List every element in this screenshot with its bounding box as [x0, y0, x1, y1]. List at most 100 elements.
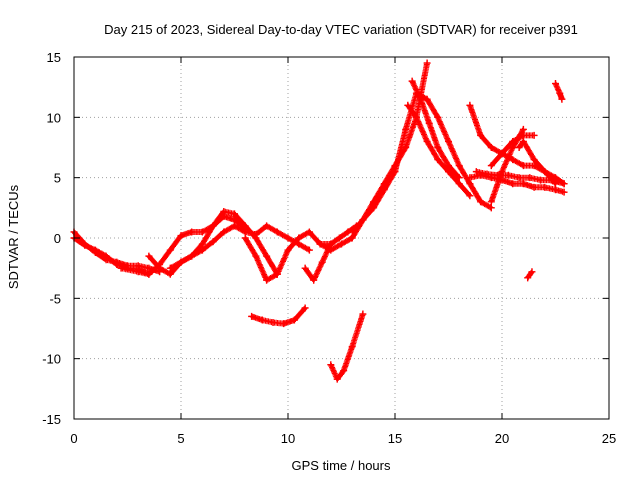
series-track-21 [552, 80, 566, 103]
data-point [425, 119, 433, 127]
data-point [327, 246, 335, 254]
data-point [519, 137, 527, 145]
y-axis-label: SDTVAR / TECUs [6, 184, 21, 289]
data-point [483, 170, 491, 178]
data-point [477, 198, 485, 206]
data-point [434, 144, 442, 151]
data-point [102, 252, 110, 260]
axis-ticks [73, 56, 610, 420]
data-point [231, 210, 238, 218]
data-point [556, 89, 564, 97]
data-point [231, 222, 238, 230]
data-point [519, 180, 527, 188]
x-tick-label: 15 [388, 431, 402, 446]
data-point [263, 252, 271, 260]
data-point [327, 361, 335, 369]
data-point [198, 240, 206, 248]
data-point [295, 234, 303, 242]
y-tick-label: 5 [54, 171, 61, 186]
y-tick-label: 0 [54, 231, 61, 246]
data-point [477, 131, 485, 139]
data-point [519, 162, 527, 170]
data-point [391, 168, 399, 176]
y-tick-label: -15 [42, 412, 61, 427]
data-point [273, 228, 281, 236]
data-point [552, 186, 559, 194]
data-point [241, 228, 249, 236]
series-track-20 [524, 268, 536, 282]
data-point [487, 162, 495, 170]
data-point [220, 207, 228, 215]
data-point [177, 258, 185, 266]
data-point [515, 144, 523, 151]
data-point [530, 131, 538, 139]
data-point [498, 150, 506, 158]
data-point [340, 367, 348, 375]
data-point [305, 228, 313, 236]
data-point [166, 264, 174, 272]
data-point [530, 183, 538, 191]
y-tick-label: -10 [42, 352, 61, 367]
data-point [327, 240, 335, 248]
data-point [423, 95, 431, 103]
data-point [198, 228, 206, 236]
data-point [466, 180, 474, 188]
data-point [552, 80, 559, 88]
data-point [434, 113, 442, 121]
series-track-7 [248, 304, 309, 328]
data-point [417, 95, 425, 103]
data-point [177, 232, 185, 240]
data-point [455, 162, 463, 170]
data-point [252, 252, 260, 260]
data-point [241, 234, 249, 242]
data-point [412, 113, 420, 121]
data-point [166, 270, 174, 278]
data-point [241, 222, 249, 230]
series-track-13 [408, 77, 463, 182]
y-tick-label: -5 [49, 291, 61, 306]
data-point [301, 264, 309, 272]
series-track-9 [327, 310, 367, 383]
data-point [284, 246, 292, 254]
data-point [335, 234, 343, 242]
data-point [333, 375, 341, 383]
data-point [402, 125, 410, 133]
data-point [81, 241, 89, 249]
series-track-11 [348, 89, 495, 236]
data-point [537, 176, 545, 184]
data-point [258, 316, 266, 324]
series-track-12 [404, 101, 474, 200]
x-tick-label: 20 [495, 431, 509, 446]
x-tick-label: 25 [602, 431, 616, 446]
data-point [509, 137, 517, 145]
data-point [188, 228, 196, 236]
data-point [472, 168, 480, 176]
data-point [487, 204, 495, 212]
data-point [498, 168, 506, 176]
data-point [284, 234, 292, 242]
data-point [530, 156, 538, 164]
data-point [466, 192, 474, 200]
data-point [316, 240, 324, 248]
data-point [504, 171, 512, 179]
data-point [359, 310, 367, 318]
data-point [359, 216, 367, 224]
data-point [301, 304, 309, 312]
data-point [552, 180, 559, 188]
y-tick-label: 15 [47, 50, 61, 65]
data-point [519, 125, 527, 133]
data-point [134, 268, 142, 276]
data-point [273, 270, 281, 278]
data-point [145, 270, 153, 278]
data-point [305, 246, 313, 254]
data-point [487, 198, 495, 206]
data-point [466, 174, 474, 182]
data-point [348, 343, 356, 351]
data-point [338, 240, 345, 248]
data-point [156, 264, 164, 272]
data-point [509, 180, 517, 188]
data-point [248, 312, 256, 320]
data-point [380, 186, 388, 194]
data-point [290, 316, 298, 324]
